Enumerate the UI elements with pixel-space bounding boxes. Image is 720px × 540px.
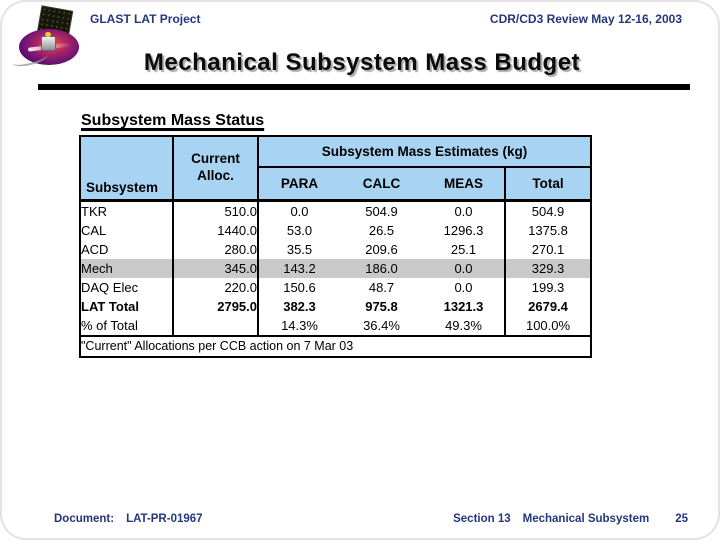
table-header-row-group: Subsystem Current Alloc. Subsystem Mass …	[80, 136, 592, 201]
table-row-daq-elec: DAQ Elec 220.0 150.6 48.7 0.0 199.3	[80, 278, 592, 297]
table-heading: Subsystem Mass Status	[81, 112, 265, 129]
footer-document: Document: LAT-PR-01967	[54, 513, 203, 525]
cell-calc: 48.7	[368, 280, 395, 295]
cell-subsystem: LAT Total	[80, 297, 174, 316]
cell-total: 199.3	[503, 278, 592, 297]
col-header-current-alloc: Current Alloc.	[173, 136, 259, 201]
cell-alloc: 1440.0	[173, 221, 259, 240]
cell-calc: 504.9	[365, 204, 398, 219]
cell-para: 382.3	[283, 299, 316, 314]
cell-calc: 26.5	[368, 223, 395, 238]
cell-meas: 25.1	[450, 242, 477, 257]
col-header-alloc: Alloc.	[197, 168, 234, 183]
cell-para: 35.5	[286, 242, 313, 257]
cell-total: 2679.4	[503, 297, 592, 316]
slide-title: Mechanical Subsystem Mass Budget	[143, 49, 581, 76]
cell-meas: 0.0	[454, 280, 473, 295]
col-header-total: Total	[503, 167, 592, 201]
col-header-current: Current	[191, 151, 240, 167]
cell-calc: 209.6	[365, 242, 398, 257]
footer-subsystem: Mechanical Subsystem	[522, 513, 650, 525]
cell-calc: 186.0	[340, 259, 423, 278]
title-underline-rule	[38, 84, 690, 90]
table-footnote: "Current" Allocations per CCB action on …	[80, 335, 592, 357]
glast-satellite-logo-icon	[11, 5, 86, 70]
cell-meas: 1321.3	[443, 299, 484, 314]
cell-para: 53.0	[286, 223, 313, 238]
cell-total: 329.3	[503, 259, 592, 278]
cell-total: 100.0%	[503, 316, 592, 336]
footer-section-info: Section 13 Mechanical Subsystem 25	[453, 513, 688, 525]
cell-subsystem: ACD	[80, 240, 174, 259]
footer-page-number: 25	[675, 513, 688, 525]
cell-alloc	[173, 316, 259, 336]
cell-meas: 0.0	[423, 259, 505, 278]
table-footnote-row: "Current" Allocations per CCB action on …	[80, 335, 592, 357]
footer-section: Section 13	[453, 513, 511, 525]
cell-meas: 0.0	[454, 204, 473, 219]
table-section: Subsystem Mass Status Subsystem Current …	[79, 112, 593, 358]
table-header-row-estimates: PARA CALC MEAS Total	[80, 167, 592, 201]
cell-total: 270.1	[503, 240, 592, 259]
table-row-lat-total: LAT Total 2795.0 382.3 975.8 1321.3 2679…	[80, 297, 592, 316]
cell-subsystem: DAQ Elec	[80, 278, 174, 297]
cell-alloc: 280.0	[173, 240, 259, 259]
project-name: GLAST LAT Project	[90, 12, 201, 26]
cell-para: 143.2	[258, 259, 340, 278]
cell-subsystem: CAL	[80, 221, 174, 240]
table-row-mech-highlighted: Mech 345.0 143.2 186.0 0.0 329.3	[80, 259, 592, 278]
cell-subsystem: % of Total	[80, 316, 174, 336]
cell-alloc: 510.0	[173, 200, 259, 221]
table-row-acd: ACD 280.0 35.5 209.6 25.1 270.1	[80, 240, 592, 259]
table-row-tkr: TKR 510.0 0.0 504.9 0.0 504.9	[80, 200, 592, 221]
col-header-calc: CALC	[340, 167, 423, 201]
cell-meas: 1296.3	[443, 223, 484, 238]
col-header-subsystem: Subsystem	[80, 136, 174, 201]
cell-para: 150.6	[283, 280, 316, 295]
footer-document-label: Document:	[54, 513, 115, 525]
table-row-pct-of-total: % of Total 14.3% 36.4% 49.3% 100.0%	[80, 316, 592, 336]
col-header-para: PARA	[258, 167, 340, 201]
cell-calc: 975.8	[365, 299, 398, 314]
footer-document-number: LAT-PR-01967	[126, 513, 203, 525]
mass-budget-table: Subsystem Current Alloc. Subsystem Mass …	[79, 135, 593, 358]
cell-para: 0.0	[290, 204, 309, 219]
group-header-mass-estimates: Subsystem Mass Estimates (kg)	[258, 136, 592, 168]
table-row-cal: CAL 1440.0 53.0 26.5 1296.3 1375.8	[80, 221, 592, 240]
cell-alloc: 220.0	[173, 278, 259, 297]
cell-total: 504.9	[503, 200, 592, 221]
logo-dot	[45, 32, 51, 37]
cell-total: 1375.8	[503, 221, 592, 240]
col-header-meas: MEAS	[423, 167, 505, 201]
cell-alloc: 345.0	[173, 259, 259, 278]
cell-alloc: 2795.0	[173, 297, 259, 316]
cell-subsystem: Mech	[80, 259, 174, 278]
cell-meas: 49.3%	[445, 318, 482, 333]
review-date: CDR/CD3 Review May 12-16, 2003	[489, 12, 682, 26]
cell-calc: 36.4%	[363, 318, 400, 333]
cell-subsystem: TKR	[80, 200, 174, 221]
cell-para: 14.3%	[281, 318, 318, 333]
